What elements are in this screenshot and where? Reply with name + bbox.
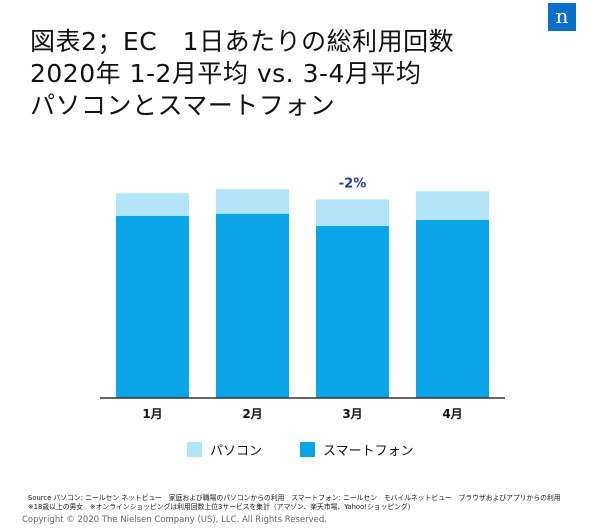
legend-swatch-pc xyxy=(187,442,202,457)
source-note: Source パソコン: ニールセン ネットビュー 家庭および職場のパソコンから… xyxy=(28,494,561,512)
title-line-1: 図表2；EC 1日あたりの総利用回数 xyxy=(30,27,455,56)
bar-pc-2 xyxy=(216,189,289,214)
bar-pc-3 xyxy=(316,199,389,226)
x-tick-label-4: 4月 xyxy=(442,407,462,421)
bar-smartphone-3 xyxy=(316,226,389,398)
legend-item-pc: パソコン xyxy=(187,440,262,459)
legend-label-smartphone: スマートフォン xyxy=(323,444,414,459)
x-tick-label-3: 3月 xyxy=(342,407,362,421)
bar-pc-4 xyxy=(416,191,489,220)
legend-item-smartphone: スマートフォン xyxy=(300,440,414,459)
source-line-1: Source パソコン: ニールセン ネットビュー 家庭および職場のパソコンから… xyxy=(28,494,561,502)
copyright: Copyright © 2020 The Nielsen Company (US… xyxy=(22,515,327,525)
title-line-3: パソコンとスマートフォン xyxy=(30,91,336,120)
change-annotation: -2% xyxy=(339,176,366,191)
legend-label-pc: パソコン xyxy=(210,444,263,459)
bar-smartphone-4 xyxy=(416,219,489,398)
nielsen-logo: n xyxy=(548,3,576,31)
legend-swatch-smartphone xyxy=(300,442,315,457)
bar-pc-1 xyxy=(116,193,189,216)
bar-smartphone-2 xyxy=(216,213,289,398)
x-tick-label-1: 1月 xyxy=(142,407,162,421)
x-tick-label-2: 2月 xyxy=(242,407,262,421)
title-line-2: 2020年 1-2月平均 vs. 3-4月平均 xyxy=(30,59,422,88)
bar-smartphone-1 xyxy=(116,215,189,398)
chart-title: 図表2；EC 1日あたりの総利用回数 2020年 1-2月平均 vs. 3-4月… xyxy=(30,26,454,122)
source-line-2: ※18歳以上の男女 ※オンラインショッピングは利用回数上位3サービスを集計（アマ… xyxy=(28,503,415,511)
